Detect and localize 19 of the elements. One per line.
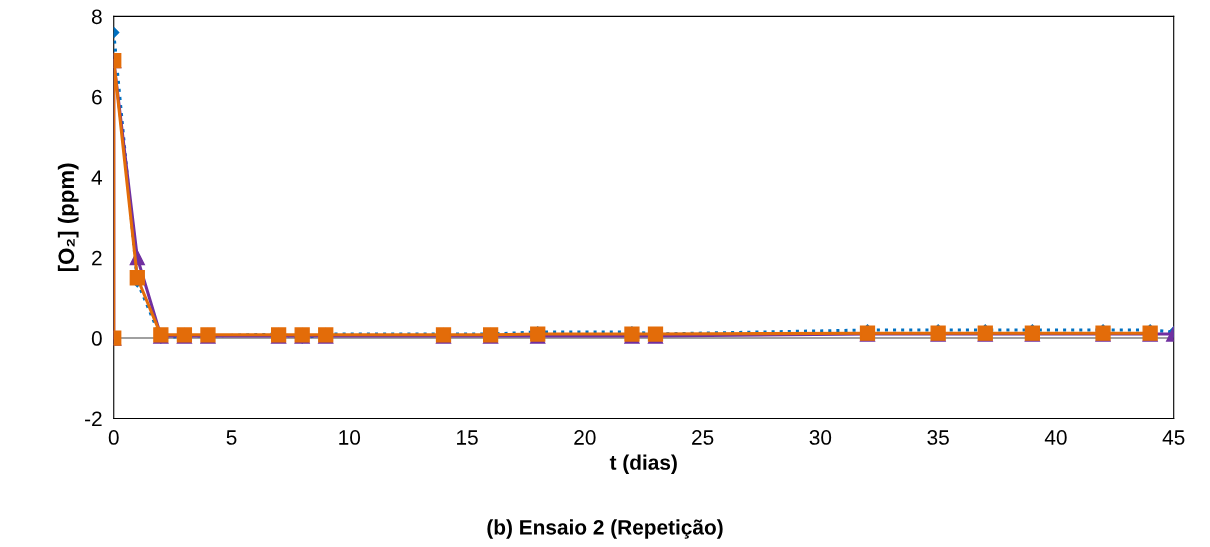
y-tick-label: 8 bbox=[91, 9, 102, 25]
y-tick-label: 0 bbox=[91, 331, 102, 346]
text: (b) Ensaio 2 (Repetição) bbox=[487, 519, 723, 539]
x-tick-label: 30 bbox=[809, 430, 832, 445]
y-tick-label: 6 bbox=[92, 89, 102, 105]
y-tick-label: -2 bbox=[85, 411, 102, 426]
x-tick-label: 25 bbox=[692, 430, 714, 445]
x-tick-label: 5 bbox=[226, 430, 237, 445]
x-tick-label: 40 bbox=[1044, 430, 1067, 445]
y-axis-title: [O₂] (ppm) bbox=[57, 163, 79, 272]
x-axis-title: t (dias) bbox=[609, 454, 677, 474]
y-tick-label: 2 bbox=[92, 250, 102, 266]
x-tick-label: 15 bbox=[457, 430, 478, 445]
x-tick-label: 0 bbox=[108, 430, 119, 445]
x-tick-label: 35 bbox=[927, 430, 949, 445]
y-tick-label: 4 bbox=[91, 170, 103, 185]
x-tick-label: 20 bbox=[574, 430, 596, 445]
x-tick-label: 10 bbox=[339, 430, 361, 445]
x-tick-label: 45 bbox=[1162, 430, 1185, 445]
